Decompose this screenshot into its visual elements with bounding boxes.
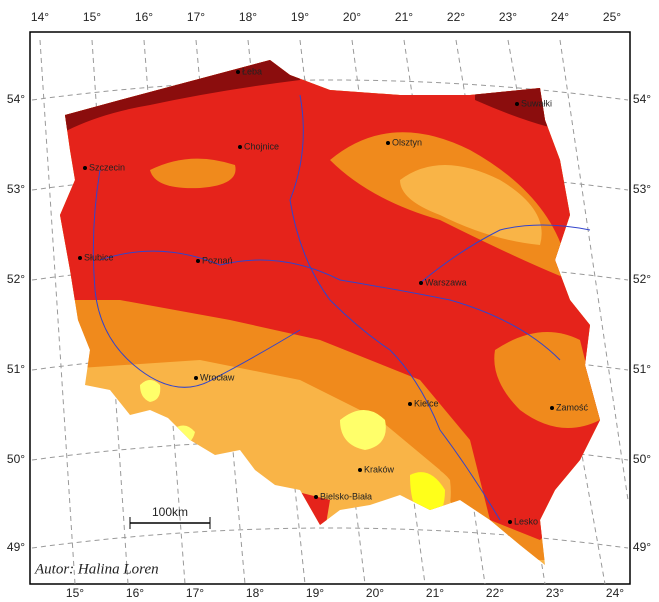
left-latitude: 51° — [7, 362, 25, 376]
rivers — [92, 94, 591, 521]
top-longitude: 16° — [135, 10, 153, 24]
bottom-longitude: 19° — [306, 586, 324, 600]
city-dot — [196, 259, 200, 263]
top-longitude: 17° — [187, 10, 205, 24]
top-longitude: 23° — [499, 10, 517, 24]
bottom-longitude: 21° — [426, 586, 444, 600]
bottom-longitude: 16° — [126, 586, 144, 600]
city-dot — [386, 141, 390, 145]
city-label: Słubice — [84, 252, 114, 262]
left-latitude: 53° — [7, 182, 25, 196]
top-longitude: 25° — [603, 10, 621, 24]
top-longitude: 14° — [31, 10, 49, 24]
bottom-longitude: 22° — [486, 586, 504, 600]
right-latitude: 52° — [633, 272, 651, 286]
left-latitude: 54° — [7, 92, 25, 106]
bottom-longitude: 17° — [186, 586, 204, 600]
bottom-longitude: 18° — [246, 586, 264, 600]
top-longitude: 24° — [551, 10, 569, 24]
right-latitude: 53° — [633, 182, 651, 196]
author: Autor: Halina Loren — [34, 561, 159, 577]
city-dot — [550, 406, 554, 410]
scale-label: 100km — [152, 505, 188, 519]
right-latitude: 50° — [633, 452, 651, 466]
left-latitude: 52° — [7, 272, 25, 286]
city-dot — [419, 281, 423, 285]
city-label: Suwałki — [521, 98, 552, 108]
bottom-longitude: 23° — [546, 586, 564, 600]
right-latitude: 54° — [633, 92, 651, 106]
city-label: Chojnice — [244, 141, 279, 151]
city-label: Kraków — [364, 464, 395, 474]
scale-bar — [129, 517, 211, 529]
city-dot — [236, 70, 240, 74]
top-longitude: 18° — [239, 10, 257, 24]
city-label: Zamość — [556, 402, 589, 412]
left-latitude: 49° — [7, 540, 25, 554]
bottom-longitude: 15° — [66, 586, 84, 600]
top-longitude: 20° — [343, 10, 361, 24]
city-dot — [83, 166, 87, 170]
city-label: Warszawa — [425, 277, 467, 287]
city-label: Łeba — [242, 66, 262, 76]
bottom-longitude: 20° — [366, 586, 384, 600]
left-latitude: 50° — [7, 452, 25, 466]
bottom-longitude: 24° — [606, 586, 624, 600]
top-longitude: 19° — [291, 10, 309, 24]
city-dot — [508, 520, 512, 524]
city-dot — [78, 256, 82, 260]
city-label: Olsztyn — [392, 137, 422, 147]
city-label: Wrocław — [200, 372, 235, 382]
city-label: Lesko — [514, 516, 538, 526]
city-dot — [238, 145, 242, 149]
top-longitude: 15° — [83, 10, 101, 24]
right-latitude: 51° — [633, 362, 651, 376]
top-longitude: 22° — [447, 10, 465, 24]
city-label: Szczecin — [89, 162, 125, 172]
city-label: Poznań — [202, 255, 233, 265]
top-longitude: 21° — [395, 10, 413, 24]
city-dot — [358, 468, 362, 472]
city-label: Bielsko-Biała — [320, 491, 372, 501]
city-label: Kielce — [414, 398, 439, 408]
city-dot — [408, 402, 412, 406]
right-latitude: 49° — [633, 540, 651, 554]
city-dot — [314, 495, 318, 499]
city-dot — [515, 102, 519, 106]
city-dot — [194, 376, 198, 380]
